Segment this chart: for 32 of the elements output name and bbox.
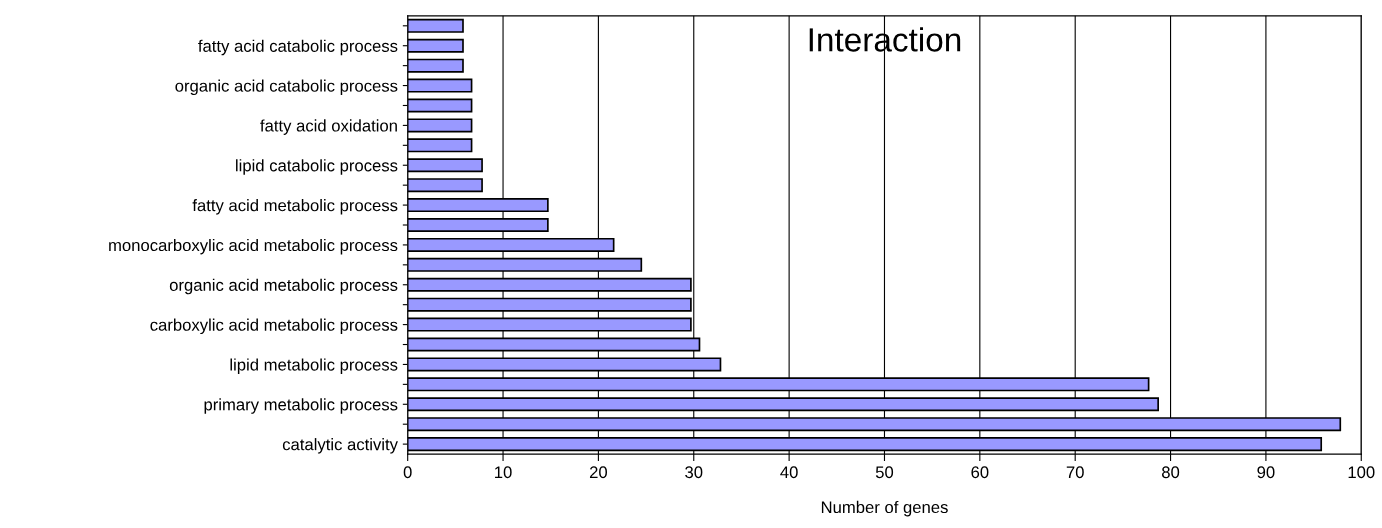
y-tick-label: primary metabolic process [204,398,398,414]
bar [407,18,464,33]
x-tick-label: 20 [589,466,608,479]
bar [407,78,473,93]
bar [407,38,464,53]
y-tick-label: organic acid metabolic process [169,278,398,295]
y-tick-label: fatty acid metabolic process [192,199,398,215]
bar [407,58,464,73]
x-tick-label: 40 [780,466,798,479]
bar [407,158,483,173]
bar [407,118,473,133]
x-tick-label: 90 [1257,466,1275,479]
y-tick-label: lipid metabolic process [230,358,398,374]
x-tick-label: 10 [495,466,512,479]
x-tick-label: 70 [1066,466,1084,479]
x-tick-label: 60 [971,466,989,479]
x-axis-title: Number of genes [821,500,948,517]
bar [407,138,473,153]
bar [407,98,473,113]
x-tick-label: 80 [1162,466,1180,479]
y-tick-label: monocarboxylic acid metabolic process [109,238,398,255]
bar [407,178,483,193]
y-tick-label: lipid catabolic process [236,159,398,175]
y-tick-label: fatty acid oxidation [260,119,397,135]
x-tick-label: 0 [403,466,412,479]
y-tick-label: organic acid catabolic process [175,79,398,96]
y-tick-label: carboxylic acid metabolic process [150,318,398,335]
y-tick-label: fatty acid catabolic process [198,39,398,56]
x-tick-label: 30 [685,466,703,479]
x-tick-label: 50 [875,466,894,479]
x-tick-label: 100 [1348,466,1375,479]
y-tick-label: catalytic activity [282,438,398,454]
